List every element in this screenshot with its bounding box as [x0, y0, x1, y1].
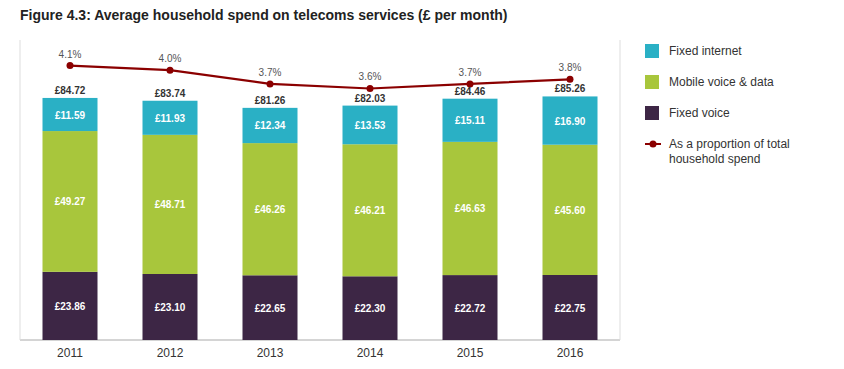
legend-label: As a proportion of totalhousehold spend — [669, 137, 790, 166]
bar-segment — [143, 135, 198, 274]
legend-label-line: Mobile voice & data — [669, 75, 774, 89]
bar-segment — [543, 275, 598, 340]
legend-label-line: As a proportion of total — [669, 137, 790, 151]
bar-segment — [243, 275, 298, 340]
bar-segment — [543, 145, 598, 275]
bar-segment — [343, 106, 398, 145]
bar-segment — [43, 131, 98, 272]
legend: Fixed internet Mobile voice & data Fixed v… — [645, 44, 790, 166]
line-point — [67, 62, 74, 69]
data-label: £46.26 — [255, 204, 286, 215]
data-label: £11.59 — [55, 110, 85, 121]
bar-segment — [43, 272, 98, 340]
total-label: £84.72 — [55, 85, 86, 96]
data-label: 3.6% — [359, 71, 382, 82]
bar-segment — [343, 276, 398, 340]
data-label: £12.34 — [255, 120, 286, 131]
data-label: £45.60 — [555, 205, 586, 216]
bar-segment — [243, 108, 298, 143]
labels: £23.86 £23.10 £22.65 £22.30 £22.72 £22.75 £49.… — [55, 49, 586, 315]
data-label: £22.30 — [355, 303, 386, 314]
x-tick-label: 2011 — [57, 346, 83, 360]
x-tick-label: 2012 — [157, 346, 184, 360]
chart: Figure 4.3: Average household spend on t… — [0, 0, 844, 369]
legend-swatch — [645, 44, 659, 58]
legend-swatch — [650, 141, 657, 148]
legend-label: Mobile voice & data — [669, 75, 774, 89]
data-label: £16.90 — [555, 116, 586, 127]
bar-segment — [43, 98, 98, 131]
bar-segment — [143, 101, 198, 135]
data-label: £22.75 — [555, 303, 586, 314]
data-label: 3.7% — [259, 67, 282, 78]
bar-segment — [443, 99, 498, 142]
bar-segment — [443, 275, 498, 340]
legend-label-line: Fixed voice — [669, 106, 730, 120]
data-label: £23.86 — [55, 301, 86, 312]
line-point — [167, 67, 174, 74]
bar-segment — [343, 144, 398, 276]
bar-segment — [443, 142, 498, 275]
y2-axis-line — [620, 40, 621, 340]
data-label: 4.0% — [159, 53, 182, 64]
total-label: £85.26 — [555, 83, 586, 94]
data-label: £22.72 — [455, 303, 486, 314]
data-label: £22.65 — [255, 303, 286, 314]
legend-swatch — [645, 75, 659, 89]
x-tick-label: 2015 — [457, 346, 484, 360]
data-label: 4.1% — [59, 49, 82, 60]
bar-segment — [243, 143, 298, 275]
y-axis-line — [20, 40, 21, 340]
legend-label-line: household spend — [669, 152, 760, 166]
total-label: £84.46 — [455, 86, 486, 97]
data-label: £15.11 — [455, 115, 485, 126]
data-label: £49.27 — [55, 196, 86, 207]
data-label: 3.7% — [459, 67, 482, 78]
line-point — [367, 85, 374, 92]
legend-label: Fixed voice — [669, 106, 730, 120]
data-label: £46.63 — [455, 203, 486, 214]
bar-segment — [143, 274, 198, 340]
data-label: £11.93 — [155, 113, 185, 124]
data-label: £48.71 — [155, 199, 186, 210]
data-label: £13.53 — [355, 120, 386, 131]
line-point — [567, 76, 574, 83]
total-label: £81.26 — [255, 95, 286, 106]
marks — [43, 62, 598, 340]
x-axis-line — [20, 340, 620, 341]
legend-swatch — [645, 106, 659, 120]
total-label: £83.74 — [155, 88, 186, 99]
x-tick-label: 2016 — [557, 346, 584, 360]
total-label: £82.03 — [355, 93, 386, 104]
data-label: £46.21 — [355, 205, 386, 216]
bar-segment — [543, 96, 598, 144]
data-label: £23.10 — [155, 302, 186, 313]
x-tick-label: 2014 — [357, 346, 384, 360]
data-label: 3.8% — [559, 62, 582, 73]
x-tick-label: 2013 — [257, 346, 284, 360]
legend-label: Fixed internet — [669, 44, 742, 58]
legend-label-line: Fixed internet — [669, 44, 742, 58]
title: Figure 4.3: Average household spend on t… — [20, 7, 508, 23]
line-point — [267, 80, 274, 87]
line — [70, 66, 570, 89]
